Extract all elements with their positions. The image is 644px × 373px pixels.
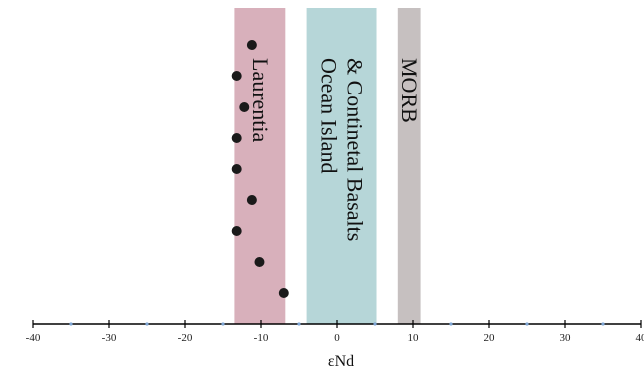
bands-layer: Laurentia Ocean Island & Continetal Basalt… bbox=[234, 8, 422, 324]
band-label-line: Laurentia bbox=[248, 58, 273, 143]
band-label-line: & Continetal Basalts bbox=[343, 58, 368, 241]
data-point bbox=[231, 71, 242, 81]
data-point bbox=[246, 40, 257, 50]
x-tick-label: -20 bbox=[178, 332, 193, 344]
x-minor-tick bbox=[373, 322, 377, 326]
x-axis: -40 -30 -20 -10 0 10 20 30 40 bbox=[26, 320, 644, 344]
x-minor-tick bbox=[449, 322, 453, 326]
x-minor-tick bbox=[69, 322, 73, 326]
x-tick-label: -40 bbox=[26, 332, 41, 344]
data-point bbox=[231, 226, 242, 236]
x-tick-label: 40 bbox=[636, 332, 644, 344]
band-label-line: MORB bbox=[397, 58, 422, 123]
band-label-line: Ocean Island bbox=[317, 58, 342, 173]
band-0 bbox=[234, 8, 286, 324]
x-tick-label: -30 bbox=[102, 332, 117, 344]
band-label-1: Ocean Island & Continetal Basalts bbox=[317, 58, 368, 241]
x-tick-label: 30 bbox=[560, 332, 572, 344]
x-minor-tick bbox=[145, 322, 149, 326]
x-minor-tick bbox=[221, 322, 225, 326]
data-point bbox=[246, 195, 257, 205]
x-axis-title: εNd bbox=[328, 353, 354, 370]
data-point bbox=[231, 133, 242, 143]
x-minor-tick bbox=[525, 322, 529, 326]
data-point bbox=[254, 257, 265, 267]
band-label-2: MORB bbox=[397, 58, 422, 123]
data-point bbox=[239, 102, 250, 112]
x-minor-tick bbox=[297, 322, 301, 326]
band-2 bbox=[397, 8, 421, 324]
points-layer bbox=[231, 40, 289, 298]
x-tick-label: 20 bbox=[484, 332, 496, 344]
data-point bbox=[231, 164, 242, 174]
x-tick-label: 0 bbox=[334, 332, 340, 344]
x-tick-label: 10 bbox=[408, 332, 420, 344]
x-minor-tick bbox=[601, 322, 605, 326]
band-label-0: Laurentia bbox=[248, 58, 273, 143]
data-point bbox=[278, 288, 289, 298]
band-1 bbox=[306, 8, 377, 324]
x-tick-label: -10 bbox=[254, 332, 269, 344]
